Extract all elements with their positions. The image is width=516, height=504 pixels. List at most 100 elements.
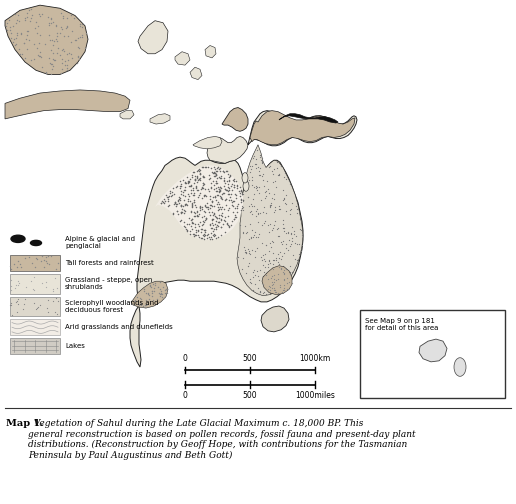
Point bbox=[181, 201, 189, 209]
Point bbox=[265, 228, 273, 236]
Point bbox=[285, 278, 293, 286]
Point bbox=[30, 24, 39, 32]
Point bbox=[293, 205, 301, 213]
Point bbox=[204, 205, 213, 213]
Point bbox=[200, 173, 208, 181]
Point bbox=[277, 162, 285, 170]
Point bbox=[140, 285, 148, 293]
Point bbox=[161, 197, 169, 205]
Point bbox=[275, 205, 283, 213]
Point bbox=[203, 230, 212, 238]
Point bbox=[67, 38, 75, 46]
Point bbox=[18, 50, 26, 58]
Point bbox=[234, 200, 243, 208]
Point bbox=[262, 271, 270, 279]
Point bbox=[256, 197, 265, 205]
Point bbox=[237, 196, 245, 204]
Ellipse shape bbox=[454, 358, 466, 376]
Point bbox=[42, 68, 50, 76]
Point bbox=[218, 190, 227, 198]
Point bbox=[27, 277, 35, 285]
Point bbox=[17, 50, 25, 58]
Point bbox=[12, 281, 20, 289]
Point bbox=[146, 281, 154, 289]
Point bbox=[282, 191, 290, 199]
Point bbox=[225, 173, 233, 181]
Point bbox=[201, 202, 209, 210]
Point bbox=[278, 252, 286, 260]
Point bbox=[247, 200, 255, 208]
Point bbox=[255, 287, 264, 295]
Point bbox=[35, 10, 43, 18]
Point bbox=[212, 169, 220, 177]
Point bbox=[231, 205, 239, 213]
Point bbox=[176, 202, 185, 210]
Point bbox=[180, 186, 188, 194]
Point bbox=[195, 191, 203, 199]
Point bbox=[63, 64, 71, 72]
Point bbox=[74, 53, 82, 61]
Point bbox=[158, 197, 166, 205]
Point bbox=[207, 201, 216, 209]
Bar bbox=[10, 297, 60, 317]
Point bbox=[291, 239, 299, 247]
Point bbox=[223, 190, 232, 198]
Point bbox=[212, 176, 220, 184]
Point bbox=[31, 18, 40, 26]
Point bbox=[164, 193, 172, 201]
Point bbox=[214, 218, 222, 226]
Point bbox=[50, 55, 58, 64]
Point bbox=[250, 202, 259, 210]
Point bbox=[252, 233, 260, 241]
Point bbox=[265, 286, 273, 294]
Point bbox=[44, 260, 53, 268]
Point bbox=[211, 193, 219, 201]
Point bbox=[165, 201, 173, 209]
Point bbox=[208, 202, 217, 210]
Point bbox=[280, 281, 288, 289]
Point bbox=[230, 174, 238, 182]
Point bbox=[212, 223, 220, 231]
Point bbox=[252, 184, 260, 192]
Point bbox=[272, 269, 280, 277]
Point bbox=[179, 202, 187, 210]
Point bbox=[228, 196, 236, 204]
Point bbox=[271, 266, 279, 274]
Point bbox=[214, 199, 222, 207]
Point bbox=[251, 253, 260, 261]
Point bbox=[30, 273, 38, 281]
Point bbox=[249, 195, 257, 203]
Point bbox=[190, 220, 199, 228]
Point bbox=[256, 153, 264, 161]
Point bbox=[143, 300, 152, 308]
Point bbox=[255, 276, 263, 284]
Point bbox=[135, 301, 143, 309]
Point bbox=[47, 70, 55, 78]
Point bbox=[206, 204, 214, 212]
Point bbox=[266, 259, 275, 267]
Point bbox=[262, 193, 270, 201]
Text: Vegetation of Sahul during the Late Glacial Maximum c. 18,000 BP. This
general r: Vegetation of Sahul during the Late Glac… bbox=[28, 419, 416, 460]
Point bbox=[266, 286, 274, 294]
Point bbox=[262, 209, 270, 217]
Point bbox=[62, 60, 71, 69]
Text: See Map 9 on p 181
for detail of this area: See Map 9 on p 181 for detail of this ar… bbox=[365, 319, 439, 332]
Point bbox=[256, 151, 264, 159]
Point bbox=[157, 289, 165, 297]
Point bbox=[202, 231, 211, 239]
Point bbox=[187, 208, 196, 216]
Point bbox=[256, 156, 265, 164]
Point bbox=[176, 184, 184, 193]
Point bbox=[212, 223, 220, 231]
Point bbox=[28, 11, 36, 19]
Point bbox=[194, 211, 202, 219]
Point bbox=[198, 225, 206, 233]
Point bbox=[257, 254, 265, 262]
Point bbox=[234, 253, 243, 261]
Point bbox=[147, 283, 155, 291]
Point bbox=[248, 246, 256, 255]
Point bbox=[228, 217, 236, 225]
Point bbox=[210, 209, 218, 217]
Point bbox=[215, 218, 223, 226]
Point bbox=[199, 231, 207, 239]
